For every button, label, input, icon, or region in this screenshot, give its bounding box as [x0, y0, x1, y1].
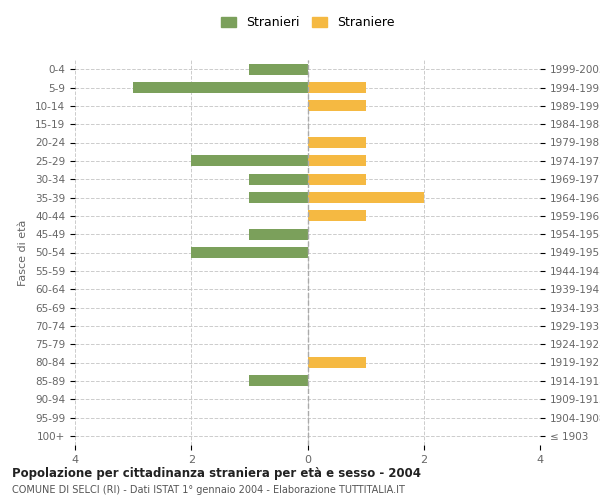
Bar	[250, 64, 308, 74]
Bar	[308, 357, 365, 368]
Bar	[250, 376, 308, 386]
Bar	[308, 174, 365, 184]
Bar	[191, 156, 308, 166]
Bar	[191, 247, 308, 258]
Bar	[250, 174, 308, 184]
Bar	[308, 100, 365, 112]
Bar	[308, 192, 424, 203]
Bar	[133, 82, 308, 93]
Text: COMUNE DI SELCI (RI) - Dati ISTAT 1° gennaio 2004 - Elaborazione TUTTITALIA.IT: COMUNE DI SELCI (RI) - Dati ISTAT 1° gen…	[12, 485, 405, 495]
Bar	[308, 156, 365, 166]
Bar	[250, 228, 308, 239]
Y-axis label: Fasce di età: Fasce di età	[18, 220, 28, 286]
Bar	[250, 192, 308, 203]
Legend: Stranieri, Straniere: Stranieri, Straniere	[221, 16, 394, 29]
Bar	[308, 137, 365, 148]
Bar	[308, 82, 365, 93]
Bar	[308, 210, 365, 222]
Text: Popolazione per cittadinanza straniera per età e sesso - 2004: Popolazione per cittadinanza straniera p…	[12, 467, 421, 480]
